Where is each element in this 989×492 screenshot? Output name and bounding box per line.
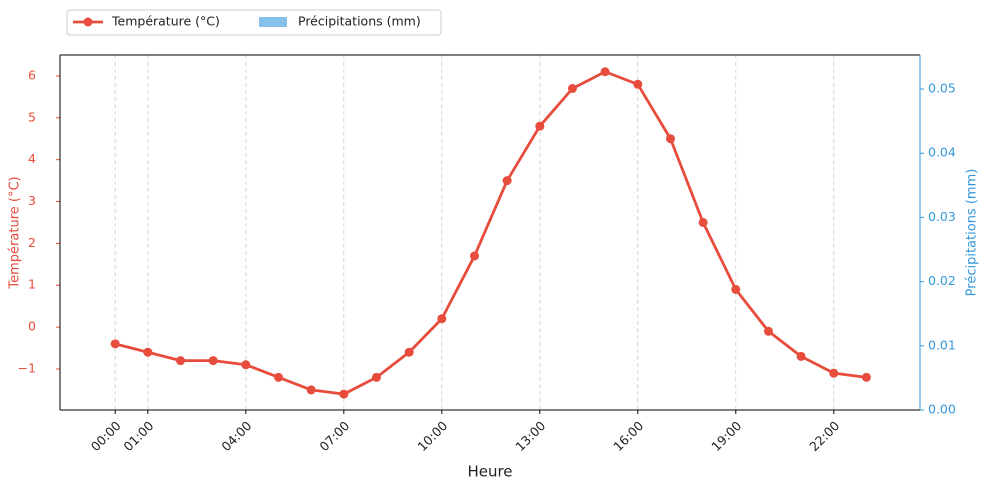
point <box>306 385 316 395</box>
point <box>469 251 479 261</box>
y2-tick-label: 0.04 <box>928 145 956 160</box>
y2-tick-label: 0.00 <box>928 402 956 417</box>
y-tick-label: 6 <box>28 67 36 82</box>
y-tick-label: 5 <box>28 109 36 124</box>
y2-tick-label: 0.05 <box>928 81 956 96</box>
y-tick-label: −1 <box>18 360 36 375</box>
y2-tick-label: 0.01 <box>928 337 956 352</box>
y-tick-label: 4 <box>28 151 36 166</box>
point <box>208 356 218 366</box>
y-tick-label: 3 <box>28 193 36 208</box>
point <box>339 389 349 399</box>
y-tick-label: 2 <box>28 235 36 250</box>
point <box>437 314 447 324</box>
point <box>404 347 414 357</box>
legend-label: Température (°C) <box>111 14 220 29</box>
legend-box <box>66 9 442 36</box>
line <box>114 70 867 396</box>
point <box>861 372 871 382</box>
point <box>829 368 839 378</box>
legend-label: Précipitations (mm) <box>298 14 421 29</box>
point <box>274 372 284 382</box>
y-tick-label: 1 <box>28 277 36 292</box>
point <box>241 360 251 370</box>
y2-tick-label: 0.03 <box>928 209 956 224</box>
point <box>731 284 741 294</box>
point <box>371 372 381 382</box>
point <box>698 217 708 227</box>
point <box>567 83 577 93</box>
legend-marker <box>83 17 93 27</box>
point <box>665 134 675 144</box>
point <box>600 67 610 77</box>
y2-tick-label: 0.02 <box>928 273 956 288</box>
point <box>143 347 153 357</box>
point <box>535 121 545 131</box>
point <box>502 176 512 186</box>
x-axis-label: Heure <box>467 463 512 481</box>
point <box>796 351 806 361</box>
point <box>110 339 120 349</box>
y2-axis-label: Précipitations (mm) <box>965 169 980 297</box>
y-tick-label: 0 <box>28 319 36 334</box>
legend-swatch <box>259 17 287 27</box>
point <box>763 326 773 336</box>
point <box>633 79 643 89</box>
point <box>176 356 186 366</box>
y-axis-label: Température (°C) <box>8 176 23 289</box>
